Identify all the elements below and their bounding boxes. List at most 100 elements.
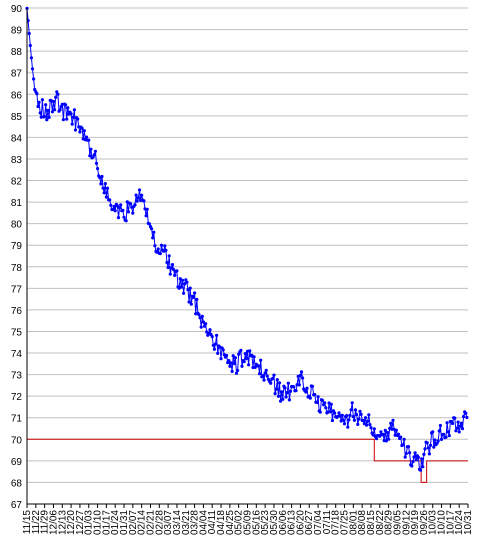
data-point [129,202,133,206]
data-point [84,135,89,139]
x-tick-label: 06/06 [278,510,289,535]
data-point [221,348,225,352]
data-point [369,426,373,430]
data-point [351,415,355,419]
data-point [191,295,196,299]
data-point [210,335,214,339]
data-point [323,401,327,405]
data-point [94,161,99,165]
data-point [423,447,427,451]
data-point [356,422,360,426]
y-tick-label: 74 [11,349,23,360]
data-point [454,429,458,433]
data-point [184,278,188,282]
data-point [169,266,173,270]
data-point [285,391,289,395]
y-tick-label: 85 [11,112,23,123]
data-point [391,418,395,422]
data-point [231,354,235,358]
x-tick-label: 09/05 [392,510,403,535]
data-point [69,112,73,116]
data-point [66,106,70,110]
x-tick-label: 02/28 [154,510,165,535]
x-tick-label: 07/11 [322,510,333,535]
data-point [361,419,365,423]
data-point [271,376,275,380]
data-point [310,384,315,388]
x-tick-label: 09/12 [401,510,412,535]
data-point [242,360,246,364]
x-tick-label: 09/19 [410,510,421,535]
data-point [29,56,33,60]
data-point [437,429,441,433]
data-point [262,378,266,382]
y-tick-label: 68 [11,478,23,489]
data-point [274,387,278,391]
data-point [425,441,429,445]
data-point [442,432,446,436]
x-tick-label: 04/18 [216,510,227,535]
data-point [92,153,96,157]
data-point [265,374,269,378]
data-point [61,118,65,122]
data-point [124,219,128,223]
data-point [357,417,361,421]
data-point [64,103,68,107]
data-point [318,410,322,414]
data-point [313,393,317,397]
data-point [346,425,350,429]
data-point [53,108,57,112]
data-point [144,214,148,218]
data-point [288,389,293,393]
data-point [284,395,288,399]
data-point [411,460,415,464]
data-point [93,149,97,153]
data-point [200,314,204,318]
data-point [239,348,243,352]
data-point [340,413,344,417]
data-point [444,435,448,439]
series-line [26,8,468,472]
data-point [82,129,86,133]
data-point [88,154,92,158]
y-tick-label: 81 [11,198,23,209]
data-point [87,138,91,142]
data-point [329,402,333,406]
data-point [349,408,353,412]
data-point [119,203,123,207]
data-point [185,280,189,284]
data-point [135,199,139,203]
data-point [446,430,450,434]
weight-series [25,6,469,472]
y-tick-label: 87 [11,69,23,80]
data-point [76,117,80,121]
data-point [188,286,192,290]
data-point [399,435,403,439]
data-point [273,392,277,396]
data-point [301,376,305,380]
data-point [281,397,285,401]
data-point [287,398,291,402]
data-point [99,182,103,186]
data-point [458,424,462,428]
data-point [229,361,233,365]
x-tick-label: 04/11 [207,510,218,535]
data-point [439,437,444,441]
data-point [71,115,75,119]
data-point [320,398,325,402]
data-point [372,427,376,431]
data-point [368,423,372,427]
y-tick-label: 75 [11,327,23,338]
x-tick-label: 03/28 [190,510,201,535]
x-tick-label: 05/30 [269,510,280,535]
x-tick-label: 09/26 [419,510,430,535]
data-point [234,371,239,375]
data-point [108,198,112,202]
data-point [247,363,251,367]
data-point [277,381,282,385]
x-tick-label: 08/15 [366,510,377,535]
axes [26,8,469,508]
data-point [193,291,197,295]
data-point [164,248,168,252]
data-point [304,390,308,394]
